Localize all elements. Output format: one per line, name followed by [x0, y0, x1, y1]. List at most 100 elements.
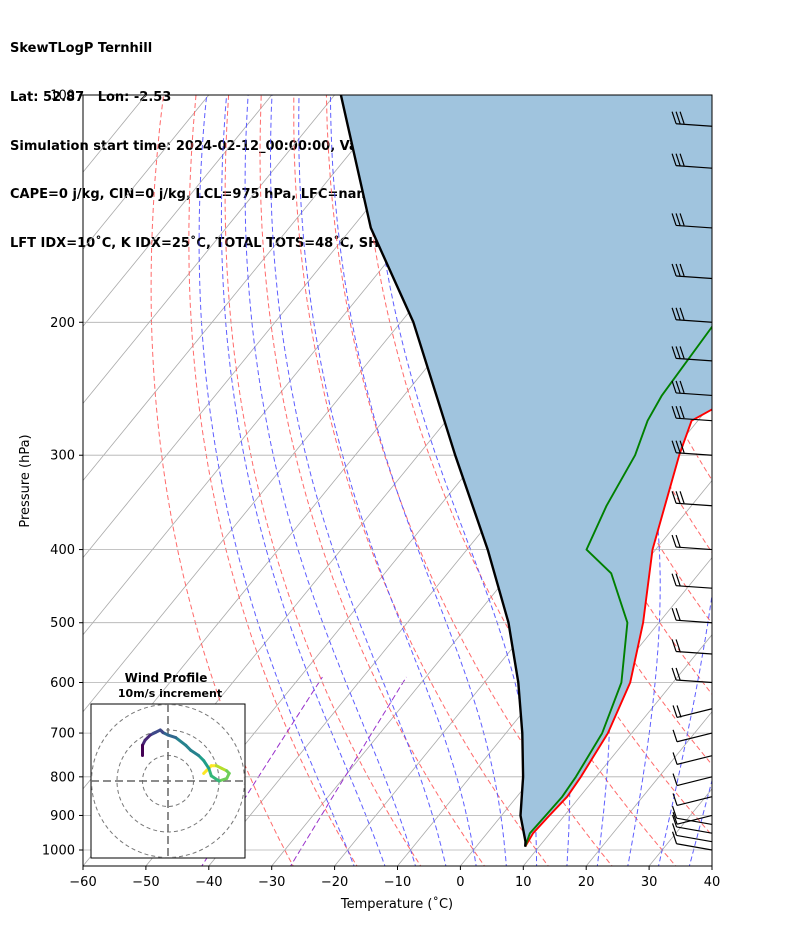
x-axis-label: Temperature (˚C): [340, 896, 453, 912]
isotherm-line: [83, 95, 210, 250]
isotherm-line: [83, 95, 273, 327]
wind-barb-flag: [671, 153, 677, 166]
wind-barb-flag: [671, 263, 677, 277]
isotherm-line: [522, 634, 712, 866]
wind-barb: [672, 793, 713, 807]
wind-barb: [672, 705, 713, 719]
wind-barb-shaft: [676, 708, 713, 719]
wind-barb: [672, 811, 713, 825]
x-tick-label: −40: [195, 875, 222, 890]
wind-barb-flag: [671, 805, 678, 819]
y-tick-label: 400: [50, 543, 75, 558]
y-tick-label: 900: [50, 809, 75, 824]
wind-barb-flag: [675, 111, 681, 124]
wind-barb-flag: [675, 534, 681, 548]
wind-barb-shaft: [676, 834, 713, 843]
wind-barb-flag: [675, 213, 681, 226]
wind-barb: [671, 573, 713, 589]
wind-barb-flag: [671, 491, 677, 504]
wind-barb-flag: [675, 380, 681, 394]
wind-barb: [671, 380, 713, 397]
x-tick-label: −30: [258, 875, 285, 890]
cin-shaded-area: [340, 95, 712, 847]
wind-barb: [671, 153, 713, 169]
x-tick-label: 10: [515, 875, 532, 890]
wind-barbs: [671, 111, 713, 851]
axes: −60 −50 −40 −30 −20 −10 0 10 20 30 40 1000 900 800 700…: [42, 89, 720, 891]
wind-barb-flag: [679, 213, 685, 226]
dry-adiabat-line: [783, 95, 794, 869]
dry-adiabat-line: [423, 95, 712, 766]
isotherm-line: [397, 479, 712, 866]
title-coordinates: Lat: 52.87 Lon: -2.53: [10, 90, 172, 105]
wind-barb-flag: [679, 153, 685, 166]
wind-barb-flag: [672, 729, 678, 742]
wind-barb-flag: [679, 440, 685, 453]
hodograph-inset: Wind Profile 10m/s increment: [90, 671, 246, 859]
x-tick-label: 0: [456, 875, 464, 890]
wind-barb-shaft: [676, 826, 713, 834]
x-tick-label: 20: [578, 875, 595, 890]
x-tick-label: −50: [132, 875, 159, 890]
wind-barb-flag: [672, 705, 678, 718]
wind-barb-shaft: [676, 165, 713, 169]
wind-barb-flag: [679, 491, 685, 504]
wind-barb: [671, 639, 713, 655]
wind-barb-flag: [675, 405, 681, 419]
isotherm-line: [585, 711, 712, 866]
wind-barb: [671, 346, 713, 362]
wind-barb-flag: [675, 440, 681, 453]
wind-barb-shaft: [676, 123, 713, 127]
wind-barb-flag: [672, 811, 678, 825]
wind-barb-flag: [671, 213, 677, 226]
wind-barb-flag: [675, 608, 681, 621]
wind-barb: [672, 773, 713, 787]
hodograph-subtitle: 10m/s increment: [118, 687, 222, 700]
hodograph-segment: [189, 748, 201, 757]
wind-barb: [671, 814, 713, 834]
isotherm-line: [83, 95, 461, 559]
wind-barb-flag: [675, 573, 681, 586]
wind-barb-flag: [671, 831, 678, 844]
y-tick-label: 700: [50, 727, 75, 742]
wind-barb-shaft: [676, 679, 713, 684]
wind-barb-shaft: [676, 417, 713, 422]
wind-barb: [672, 752, 713, 765]
wind-barb-flag: [671, 534, 677, 548]
wind-barb-shaft: [676, 452, 713, 456]
x-tick-label: −10: [384, 875, 411, 890]
wind-barb: [671, 440, 713, 456]
x-tick-label: −60: [69, 875, 96, 890]
wind-barb: [671, 263, 713, 280]
wind-barb: [671, 823, 713, 843]
x-tick-label: 30: [641, 875, 658, 890]
wind-barb: [671, 805, 713, 826]
wind-barb-shaft: [676, 817, 713, 826]
x-tick-label: −20: [321, 875, 348, 890]
wind-barb: [671, 667, 713, 684]
wind-barb-flag: [672, 793, 678, 806]
hodograph-title: Wind Profile: [125, 671, 208, 685]
wind-barb-flag: [675, 263, 681, 277]
wind-barb-flag: [679, 307, 685, 320]
wind-barb-flag: [671, 440, 677, 453]
dewpoint-profile-line: [524, 325, 712, 848]
y-tick-label: 100: [50, 89, 75, 104]
wind-barb-flag: [675, 346, 681, 359]
wind-barb-flag: [679, 111, 685, 124]
wind-barb-shaft: [676, 732, 713, 743]
moist-adiabat-line: [269, 95, 447, 866]
wind-barb-flag: [671, 346, 677, 359]
wind-barb-flag: [679, 380, 685, 394]
hodograph-segment: [174, 736, 188, 747]
y-axis-label: Pressure (hPa): [18, 434, 33, 527]
wind-barb: [671, 831, 713, 851]
wind-barb-shaft: [676, 392, 713, 397]
moist-adiabat-line: [720, 78, 794, 869]
hodograph-segment: [209, 774, 221, 783]
wind-barb-flag: [679, 405, 685, 419]
wind-barb-shaft: [676, 319, 713, 323]
wind-barb-flag: [671, 380, 677, 394]
y-tick-label: 800: [50, 770, 75, 785]
wind-barb-shaft: [676, 843, 713, 851]
